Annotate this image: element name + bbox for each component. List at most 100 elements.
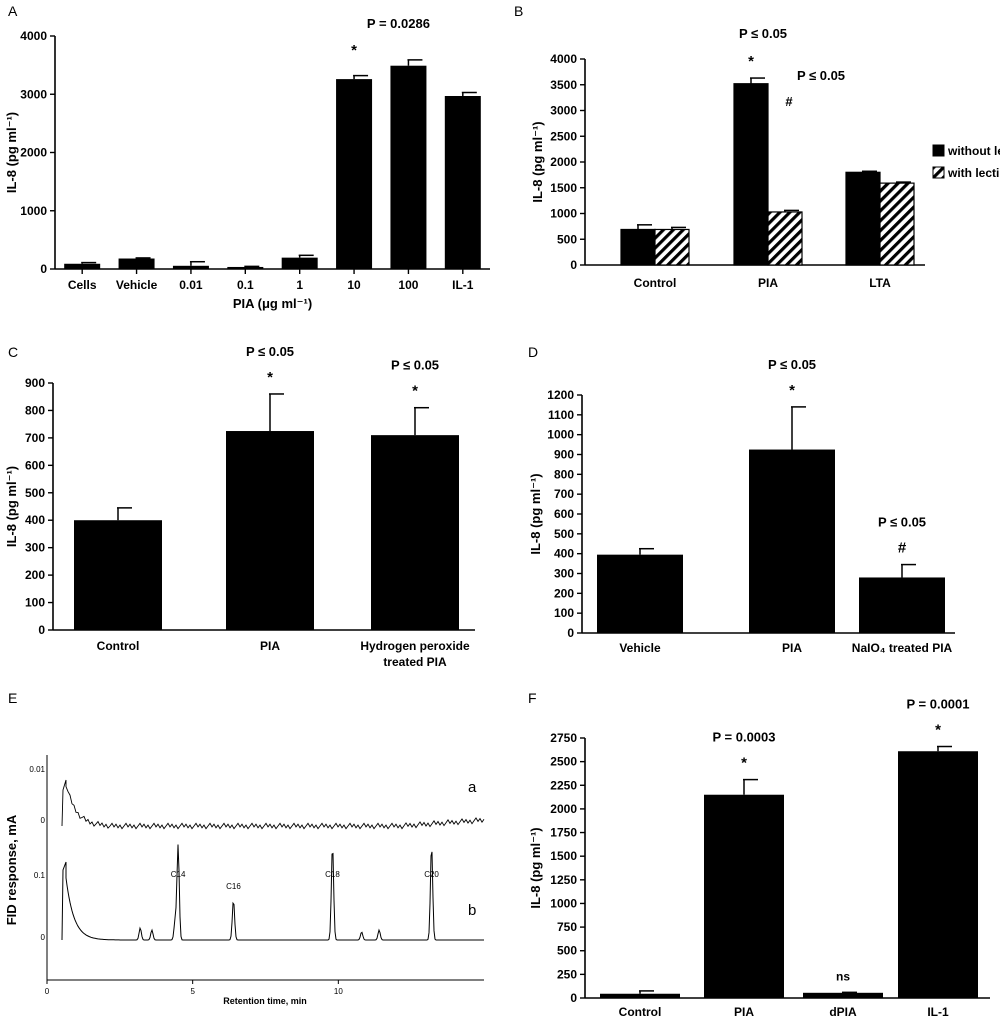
e-trace-b (61, 844, 484, 941)
b-p-value-top: P ≤ 0.05 (739, 26, 787, 41)
a-bar-0.01 (172, 265, 209, 269)
b-bar-Control-without-lectin (620, 228, 656, 266)
a-x-tick-label: 100 (398, 278, 418, 292)
b-y-tick-label: 3500 (550, 78, 577, 92)
d-significance-marker: # (898, 540, 907, 557)
b-p-value-inner: P ≤ 0.05 (797, 68, 845, 83)
c-p-value: P ≤ 0.05 (391, 358, 439, 373)
e-trace-b-ytick: 0.1 (34, 871, 46, 880)
f-significance-marker: ns (836, 969, 850, 983)
b-y-tick-label: 2500 (550, 129, 577, 143)
b-y-tick-label: 2000 (550, 155, 577, 169)
d-y-tick-label: 600 (554, 507, 574, 521)
c-y-tick-label: 200 (25, 568, 45, 582)
chart-b: 0 500 1000 1500 2000 2500 3000 3500 4000 Control P… (530, 26, 1000, 290)
d-y-tick-label: 500 (554, 527, 574, 541)
e-x-tick-label: 5 (190, 987, 195, 996)
f-bar-1 (704, 794, 784, 998)
f-bar-0 (600, 993, 680, 998)
e-x-tick-label: 10 (334, 987, 343, 996)
c-x-tick-label: Control (97, 639, 140, 653)
e-trace-b-label: b (468, 902, 476, 919)
f-significance-marker: * (741, 755, 747, 772)
f-y-tick-label: 500 (557, 944, 577, 958)
a-bar-0.1 (227, 266, 264, 269)
f-y-tick-label: 1250 (550, 873, 577, 887)
a-bar-IL-1 (444, 95, 481, 269)
e-peak-label-C14: C14 (171, 870, 186, 879)
a-bar-1 (281, 257, 318, 269)
c-y-tick-label: 600 (25, 458, 45, 472)
f-significance-marker: * (935, 722, 941, 739)
panel-letter-d: D (528, 344, 538, 360)
a-x-tick-label: 1 (296, 278, 303, 292)
c-y-tick-label: 700 (25, 431, 45, 445)
d-x-tick-label: Vehicle (619, 641, 661, 655)
a-y-axis-label: IL-8 (pg ml⁻¹) (4, 112, 19, 193)
b-bar-LTA-without-lectin (845, 171, 881, 266)
b-bar-PIA-without-lectin (733, 83, 769, 266)
chromatogram-e: 0 5 10 Retention time, min FID response, mA 0… (4, 755, 485, 1006)
f-y-tick-label: 0 (570, 991, 577, 1005)
f-bar-2 (803, 992, 883, 998)
f-y-tick-label: 1500 (550, 849, 577, 863)
d-p-value: P ≤ 0.05 (768, 357, 816, 372)
f-x-tick-label: IL-1 (927, 1005, 949, 1019)
f-y-axis-label: IL-8 (pg ml⁻¹) (528, 827, 543, 908)
d-bar-1 (749, 449, 835, 633)
c-y-tick-label: 400 (25, 513, 45, 527)
f-p-value: P = 0.0003 (712, 730, 775, 745)
a-bar-Cells (64, 263, 101, 269)
d-y-axis-label: IL-8 (pg ml⁻¹) (528, 473, 543, 554)
d-y-tick-label: 400 (554, 547, 574, 561)
a-y-tick-label: 4000 (20, 29, 47, 43)
c-significance-marker: * (412, 383, 418, 400)
b-legend-swatch-with-lectin (932, 166, 945, 179)
b-y-tick-label: 3000 (550, 104, 577, 118)
f-y-tick-label: 2750 (550, 731, 577, 745)
chart-a: 0 1000 2000 3000 4000 Cells Vehicle 0.01 0.1 1 10 1… (4, 16, 490, 311)
d-p-value: P ≤ 0.05 (878, 515, 926, 530)
f-y-tick-label: 2250 (550, 778, 577, 792)
b-y-tick-label: 500 (557, 232, 577, 246)
b-y-tick-label: 0 (570, 258, 577, 272)
d-y-tick-label: 1000 (547, 428, 574, 442)
e-x-tick-label: 0 (45, 987, 50, 996)
d-x-tick-label: NaIO₄ treated PIA (852, 641, 953, 655)
d-y-tick-label: 100 (554, 606, 574, 620)
e-y-axis-label: FID response, mA (4, 814, 19, 925)
d-y-tick-label: 1200 (547, 388, 574, 402)
a-significance-marker: * (351, 42, 357, 59)
b-hash-marker: # (785, 94, 793, 109)
f-p-value: P = 0.0001 (906, 697, 969, 712)
e-trace-a-zero: 0 (41, 816, 46, 825)
a-bar-Vehicle (118, 258, 155, 269)
b-legend-swatch-without-lectin (932, 144, 945, 157)
chart-d: 0 100 200 300 400 500 600 700 800 900 1000 1100 1200… (528, 357, 955, 655)
c-bar-1 (226, 431, 314, 630)
chart-f: 0 250 500 750 1000 1250 1500 1750 2000 2250 2500 27… (528, 697, 990, 1019)
a-x-axis-label: PIA (μg ml⁻¹) (233, 296, 312, 311)
b-bar-PIA-with-lectin (767, 211, 803, 266)
f-x-tick-label: dPIA (829, 1005, 857, 1019)
f-y-tick-label: 750 (557, 920, 577, 934)
e-peak-label-C16: C16 (226, 882, 241, 891)
c-p-value: P ≤ 0.05 (246, 344, 294, 359)
f-y-tick-label: 1000 (550, 896, 577, 910)
d-bar-0 (597, 554, 683, 633)
c-significance-marker: * (267, 369, 273, 386)
c-y-tick-label: 500 (25, 486, 45, 500)
d-y-tick-label: 700 (554, 487, 574, 501)
f-bar-3 (898, 751, 978, 998)
d-y-tick-label: 300 (554, 567, 574, 581)
a-bar-10 (336, 79, 373, 269)
a-x-tick-label: Cells (68, 278, 97, 292)
c-y-tick-label: 100 (25, 596, 45, 610)
a-x-tick-label: IL-1 (452, 278, 474, 292)
c-y-tick-label: 900 (25, 376, 45, 390)
f-y-tick-label: 2500 (550, 755, 577, 769)
d-x-tick-label: PIA (782, 641, 802, 655)
e-x-axis-label: Retention time, min (223, 996, 307, 1006)
b-y-tick-label: 1500 (550, 181, 577, 195)
d-y-tick-label: 0 (567, 626, 574, 640)
